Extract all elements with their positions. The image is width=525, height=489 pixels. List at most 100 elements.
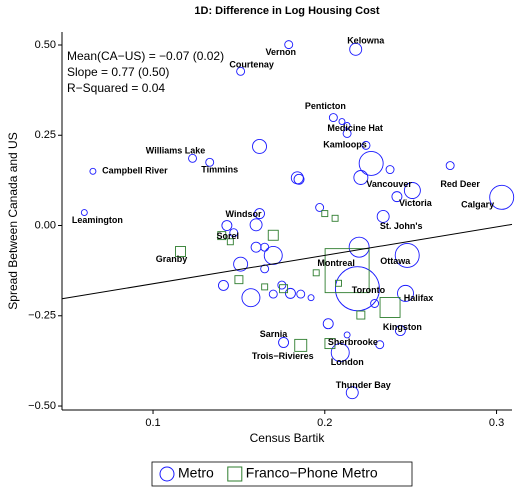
point [331,214,339,222]
point-label: Kamloops [323,140,367,150]
point [188,153,197,163]
point-label: Calgary [461,200,494,210]
point [217,231,227,241]
point [221,220,233,231]
point [260,242,270,252]
point [324,338,336,350]
point-label: Sarnia [260,329,289,339]
point [356,310,366,320]
legend-box [151,461,413,487]
point [218,279,229,291]
point-label: Penticton [305,101,346,111]
point-label: Vernon [265,47,296,57]
point [252,138,267,154]
x-tick-label: 0.2 [317,417,332,429]
point [263,246,283,265]
point-label: Toronto [352,285,386,295]
point [321,210,329,218]
legend-label: Metro [178,465,214,481]
annotation: Slope = 0.77 (0.50) [67,65,169,79]
point-label: Sherbrooke [328,337,378,347]
point [379,297,401,318]
point [403,182,421,199]
point [338,118,346,125]
legend-marker [159,466,175,482]
point [353,170,369,185]
point [284,287,296,299]
point [241,288,261,308]
chart-title: 1D: Difference in Log Housing Cost [194,5,380,17]
point-label: Halifax [404,293,434,303]
point [322,318,334,330]
point [358,150,384,176]
point-label: Timmins [201,165,238,175]
point [307,294,315,302]
point-label: Montreal [317,258,355,268]
point [397,284,414,302]
point-label: Courtenay [229,60,274,70]
point [370,299,380,308]
point-label: Granby [156,254,188,264]
point [391,191,403,203]
point [229,228,239,238]
point [278,337,290,348]
point [293,173,305,185]
point-label: Thunder Bay [336,380,391,390]
point [330,343,350,363]
point [175,246,186,257]
point [324,248,370,294]
point [290,171,304,185]
point [89,167,97,175]
point-label: Williams Lake [146,146,205,156]
point [226,238,234,246]
point [394,325,406,337]
annotation: Mean(CA−US) = −0.07 (0.02) [67,49,224,63]
fit-line [61,223,513,300]
point-label: Vancouver [366,179,412,189]
point [343,122,351,129]
point [394,243,420,268]
point-label: Ottawa [380,256,411,266]
point [236,66,246,76]
point [80,209,88,216]
legend-marker [227,466,243,482]
x-tick-label: 0.1 [145,417,160,429]
point-label: Leamington [72,215,123,225]
point-label: Medicine Hat [327,123,383,133]
point [375,340,385,350]
point [312,269,320,277]
point [489,184,515,210]
x-tick-label: 0.3 [489,417,504,429]
point [376,210,390,223]
y-tick-label: −0.50 [28,400,56,412]
point [249,218,263,232]
point [234,275,244,285]
point [296,289,306,299]
point [205,157,215,167]
point [267,229,279,241]
point-label: St. John's [380,221,423,231]
point [445,161,455,171]
point [328,113,338,123]
point [268,289,278,299]
point [348,236,370,258]
y-axis-label: Spread Between Canada and US [6,132,20,309]
point [342,128,352,138]
point [343,331,351,339]
point [250,241,262,253]
point [284,40,294,50]
y-tick-label: −0.25 [28,310,56,322]
point-label: Trois−Rivieres [252,351,314,361]
point [335,279,342,287]
point [279,284,289,294]
x-axis-label: Census Bartik [250,431,326,445]
point [361,140,371,150]
point [315,203,325,212]
point-label: Victoria [399,198,433,208]
y-tick-label: 0.50 [35,39,56,51]
point-label: Campbell River [102,166,168,176]
legend-label: Franco−Phone Metro [246,465,378,481]
point-label: Red Deer [440,179,480,189]
point-label: London [331,357,364,367]
y-tick-label: 0.25 [35,129,56,141]
